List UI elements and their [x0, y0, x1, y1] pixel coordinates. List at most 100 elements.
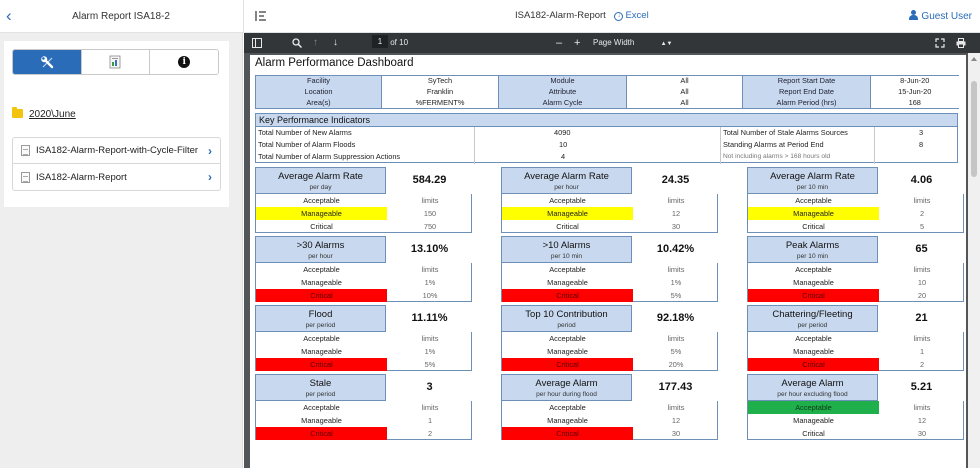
tool-tabs: i	[12, 49, 219, 75]
metric-thresholds: Acceptable limits Manageable 1% Critical 5%	[255, 332, 472, 371]
threshold-limit: limits	[421, 403, 439, 412]
tab-reports[interactable]	[81, 50, 151, 74]
user-menu[interactable]: Guest User	[909, 0, 972, 33]
zoom-value: Page Width	[593, 38, 635, 47]
scrollbar[interactable]	[968, 53, 980, 468]
threshold-limit: 12	[671, 209, 681, 218]
search-icon[interactable]	[292, 38, 302, 48]
back-icon[interactable]: ‹	[6, 6, 12, 25]
threshold-limit: 20	[917, 291, 927, 300]
threshold-row: Critical 30	[502, 427, 717, 440]
report-item-alarm-report[interactable]: ISA182-Alarm-Report ›	[13, 164, 220, 190]
threshold-row: Manageable 2	[748, 207, 963, 220]
threshold-label: Manageable	[748, 207, 879, 220]
print-icon[interactable]	[956, 38, 966, 48]
report-item-label: ISA182-Alarm-Report	[36, 171, 127, 183]
threshold-row: Acceptable limits	[502, 332, 717, 345]
threshold-row: Manageable 1	[748, 345, 963, 358]
metric-title: >30 Alarms	[296, 240, 345, 251]
tab-tools[interactable]	[13, 50, 82, 74]
page-number-input[interactable]: 1	[372, 35, 388, 48]
metric-header: Average Alarm Rate per hour	[501, 167, 632, 194]
info-value: All	[626, 75, 743, 87]
metric-value: 177.43	[658, 381, 693, 393]
threshold-label: Manageable	[793, 416, 834, 425]
page-indicator: 1 of 10	[372, 33, 408, 53]
threshold-limit: 2	[919, 209, 925, 218]
excel-download-link[interactable]: ↓ Excel	[614, 10, 649, 21]
sidebar-toggle-icon[interactable]	[254, 9, 268, 23]
metric-header: >10 Alarms per 10 min	[501, 236, 632, 263]
report-info-table: Facility SyTech Module All Report Start Date…	[255, 75, 959, 109]
threshold-limit: 750	[423, 222, 437, 231]
metric-unit: per 10 min	[550, 253, 583, 260]
metric-value: 584.29	[412, 174, 447, 186]
threshold-row: Acceptable limits	[502, 194, 717, 207]
fullscreen-icon[interactable]	[935, 38, 945, 48]
kpi-value: 10	[559, 140, 568, 149]
threshold-row: Acceptable limits	[502, 401, 717, 414]
threshold-row: Critical 30	[502, 220, 717, 233]
arrow-up-icon[interactable]: ↑	[313, 37, 318, 48]
folder-label: 2020\June	[29, 109, 76, 120]
metric-value: 11.11%	[411, 312, 448, 324]
report-item-cycle-filter[interactable]: ISA182-Alarm-Report-with-Cycle-Filter ›	[13, 138, 220, 164]
metric-value: 24.35	[661, 174, 690, 186]
metric-value: 21	[915, 312, 928, 324]
threshold-limit: 1%	[670, 278, 682, 287]
zoom-in-icon[interactable]: +	[574, 37, 581, 49]
dashboard-title: Alarm Performance Dashboard	[255, 57, 414, 69]
document-icon	[21, 171, 30, 183]
info-label: Facility	[255, 75, 382, 87]
kpi-value: 8	[919, 140, 924, 149]
metric-unit: period	[557, 322, 576, 329]
threshold-label: Critical	[502, 289, 633, 302]
threshold-limit: 30	[917, 429, 927, 438]
metric-card: Average Alarm per hour during flood 177.43…	[501, 374, 718, 440]
scroll-up-icon[interactable]	[971, 57, 977, 61]
threshold-row: Acceptable limits	[256, 332, 471, 345]
threshold-limit: 30	[671, 429, 681, 438]
kpi-value: 4090	[554, 128, 571, 137]
metric-card: Chattering/Fleeting per period 21 Acceptabl…	[747, 305, 964, 371]
folder-item[interactable]: 2020\June	[12, 107, 76, 125]
threshold-label: Acceptable	[303, 334, 340, 343]
metric-value: 13.10%	[410, 243, 449, 255]
threshold-limit: limits	[421, 265, 439, 274]
metric-title: >10 Alarms	[542, 240, 591, 251]
zoom-out-icon[interactable]: –	[556, 37, 563, 49]
zoom-select[interactable]: Page Width ▲▼	[593, 33, 672, 53]
info-value: All	[626, 86, 743, 98]
sidebar-panel-icon[interactable]	[252, 38, 262, 48]
threshold-label: Critical	[748, 289, 879, 302]
threshold-limit: 1%	[424, 278, 436, 287]
metric-thresholds: Acceptable limits Manageable 1% Critical 10%	[255, 263, 472, 302]
sidebar-panel: i 2020\June ISA182-Alarm-Report-with-Cyc…	[4, 41, 229, 207]
user-label: Guest User	[921, 11, 972, 22]
threshold-row: Acceptable limits	[748, 332, 963, 345]
tab-info[interactable]: i	[150, 50, 218, 74]
threshold-row: Manageable 1%	[256, 276, 471, 289]
threshold-label: Manageable	[502, 207, 633, 220]
kpi-row: Total Number of New Alarms 4090 Total Nu…	[256, 127, 957, 139]
metric-unit: per day	[309, 184, 332, 191]
metric-value: 10.42%	[656, 243, 695, 255]
metric-thresholds: Acceptable limits Manageable 5% Critical 20%	[501, 332, 718, 371]
scroll-thumb[interactable]	[971, 81, 977, 177]
threshold-label: Manageable	[547, 278, 588, 287]
metric-header: Stale per period	[255, 374, 386, 401]
kpi-label: Total Number of New Alarms	[258, 128, 352, 137]
metric-header: Peak Alarms per 10 min	[747, 236, 878, 263]
arrow-down-icon[interactable]: ↓	[333, 37, 338, 48]
info-value: All	[626, 97, 743, 109]
metric-header: Average Alarm Rate per 10 min	[747, 167, 878, 194]
metric-unit: per 10 min	[796, 184, 829, 191]
threshold-label: Critical	[502, 358, 633, 371]
metric-unit: per hour during flood	[536, 391, 597, 398]
kpi-label: Total Number of Alarm Floods	[258, 140, 356, 149]
sidebar: i 2020\June ISA182-Alarm-Report-with-Cyc…	[0, 33, 243, 468]
info-label: Alarm Period (hrs)	[742, 97, 871, 109]
threshold-limit: 1%	[424, 347, 436, 356]
metric-thresholds: Acceptable limits Manageable 1% Critical 5%	[501, 263, 718, 302]
threshold-limit: limits	[667, 334, 685, 343]
